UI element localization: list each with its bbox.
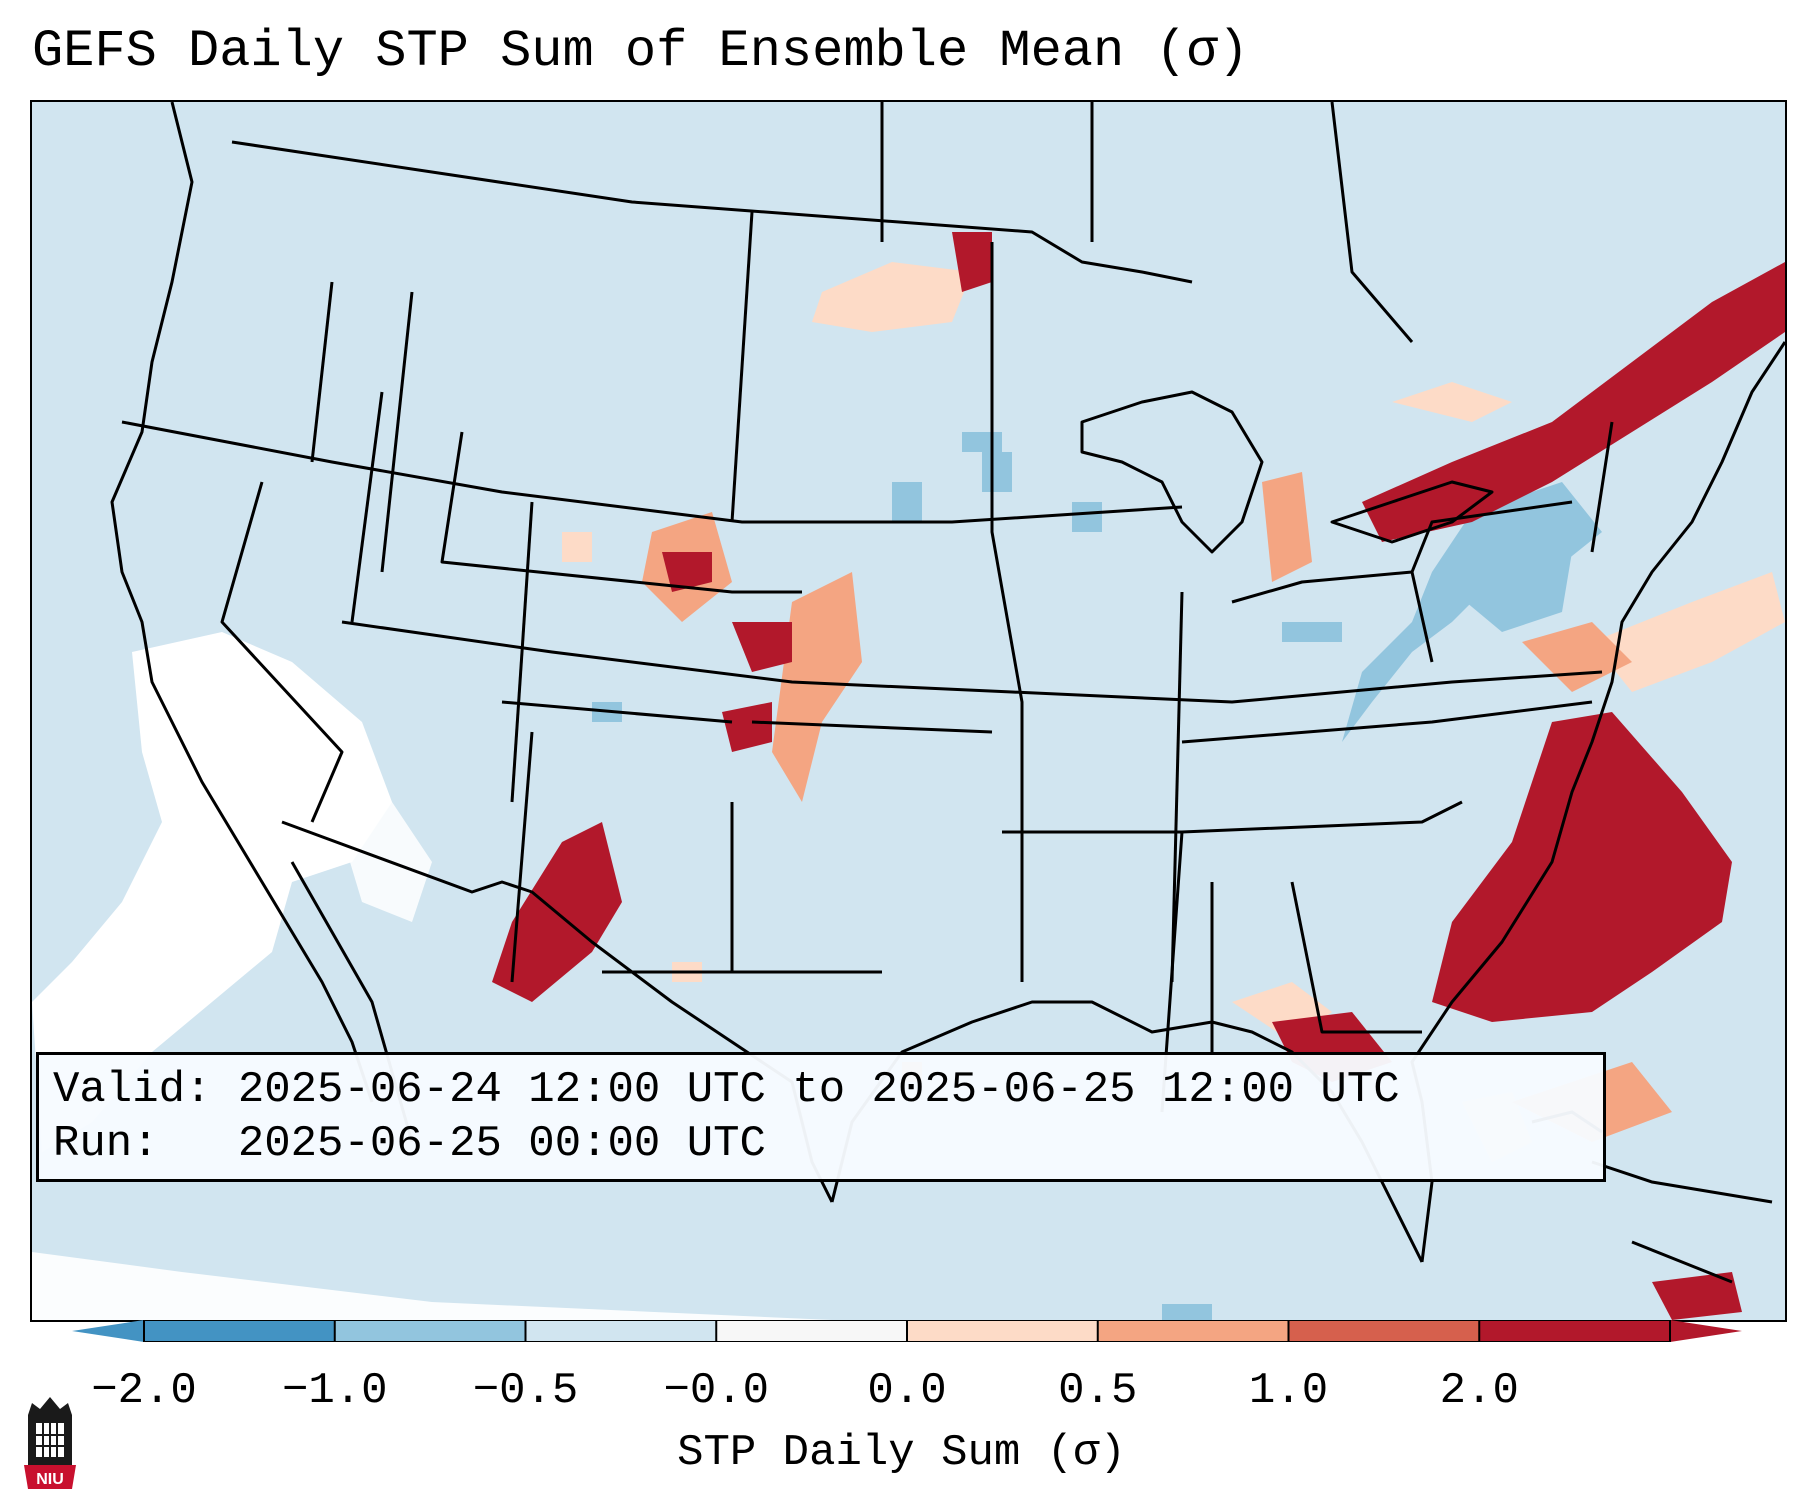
- run-value: 2025-06-25 00:00 UTC: [237, 1119, 766, 1169]
- negative-anomaly-patches: [592, 432, 1602, 1320]
- near-zero-region-pacific: [32, 632, 832, 1320]
- strong-positive-patches: [492, 232, 1785, 1320]
- colorbar-tick-label: 2.0: [1439, 1366, 1519, 1416]
- chart-title: GEFS Daily STP Sum of Ensemble Mean (σ): [32, 22, 1249, 81]
- valid-label: Valid:: [53, 1065, 212, 1115]
- valid-run-infobox: Valid: 2025-06-24 12:00 UTC to 2025-06-2…: [36, 1052, 1606, 1182]
- colorbar-segment: [1479, 1320, 1671, 1342]
- colorbar-tick-label: −0.0: [663, 1366, 770, 1416]
- colorbar-segment: [1097, 1320, 1289, 1342]
- colorbar-tick-label: 0.0: [867, 1366, 947, 1416]
- run-label: Run:: [53, 1119, 159, 1169]
- colorbar-tick-label: 0.5: [1058, 1366, 1138, 1416]
- boundaries: [110, 102, 1785, 1263]
- colorbar: [72, 1320, 1742, 1342]
- colorbar-tick-label: −2.0: [91, 1366, 197, 1416]
- great-lakes: [1080, 390, 1264, 554]
- valid-value: 2025-06-24 12:00 UTC to 2025-06-25 12:00…: [237, 1065, 1400, 1115]
- colorbar-segment: [1288, 1320, 1480, 1342]
- map-canvas: [32, 102, 1785, 1320]
- colorbar-segment: [716, 1320, 908, 1342]
- logo-text: NIU: [36, 1471, 64, 1488]
- colorbar-tick-label: −1.0: [281, 1366, 388, 1416]
- colorbar-segment: [907, 1320, 1099, 1342]
- us-canada-border: [231, 140, 1193, 284]
- colorbar-extend-right: [1670, 1320, 1742, 1342]
- west-coast-outline: [110, 102, 374, 1103]
- lake-erie-ontario: [1330, 480, 1494, 544]
- colorbar-tick-label: −0.5: [472, 1366, 579, 1416]
- colorbar-segment: [144, 1320, 336, 1342]
- colorbar-extend-left: [72, 1320, 144, 1342]
- niu-logo-icon: NIU: [24, 1397, 76, 1489]
- colorbar-label: STP Daily Sum (σ): [677, 1428, 1126, 1478]
- colorbar-segment: [334, 1320, 526, 1342]
- colorbar-segment: [525, 1320, 717, 1342]
- colorbar-tick-label: 1.0: [1248, 1366, 1329, 1416]
